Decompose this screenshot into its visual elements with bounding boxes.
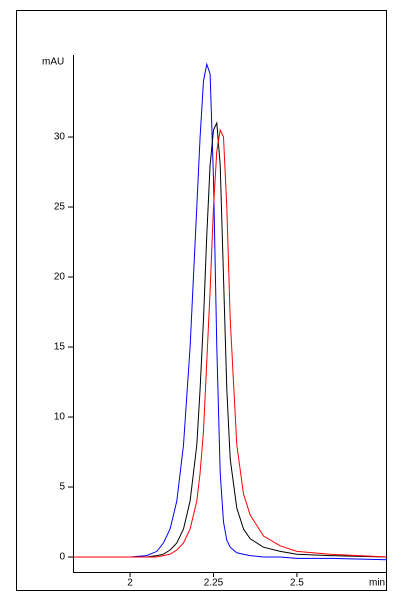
y-tick-label: 0 (59, 552, 65, 563)
y-tick-label: 15 (54, 342, 66, 353)
x-tick-label: 2.5 (290, 578, 304, 589)
x-tick-label: 2 (127, 578, 133, 589)
y-tick-label: 25 (54, 202, 66, 213)
y-tick-label: 20 (54, 272, 66, 283)
series-line (73, 121, 388, 558)
y-tick-label: 30 (54, 132, 66, 143)
y-tick-label: 10 (54, 412, 66, 423)
series-line (73, 128, 388, 558)
frame (16, 10, 387, 591)
y-axis-label: mAU (42, 57, 64, 68)
series-line (73, 62, 388, 561)
x-axis-label: min (369, 578, 385, 589)
y-tick-label: 5 (59, 482, 65, 493)
x-tick-label: 2.25 (204, 578, 224, 589)
